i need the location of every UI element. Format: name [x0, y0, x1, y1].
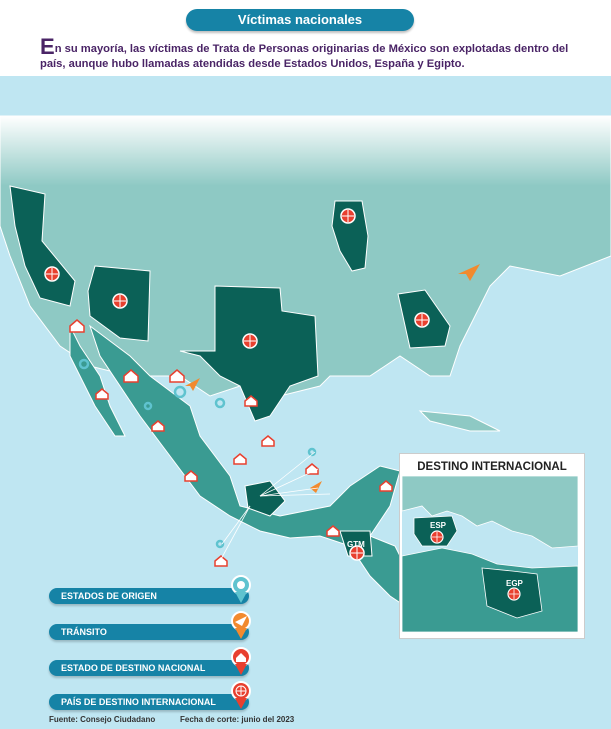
house-icon — [305, 463, 319, 475]
intro-dropcap: E — [40, 34, 55, 59]
intro-text: n su mayoría, las víctimas de Trata de P… — [40, 43, 569, 70]
texas-state — [179, 285, 319, 422]
destination-globe-texas — [242, 333, 258, 349]
legend-label: ESTADO DE DESTINO NACIONAL — [49, 660, 249, 676]
house-icon — [95, 388, 109, 400]
house-icon — [326, 525, 340, 537]
spain-globe-icon — [430, 530, 444, 544]
destination-globe-georgia — [414, 312, 430, 328]
transit-plane-icon — [231, 611, 251, 639]
inset-title: DESTINO INTERNACIONAL — [417, 461, 567, 473]
destination-globe-california — [44, 266, 60, 282]
transit-plane-icon-veracruz — [310, 481, 322, 493]
house-icon — [151, 420, 165, 432]
egp-label: EGP — [506, 579, 524, 588]
baja-california — [69, 325, 126, 437]
legend-label: TRÁNSITO — [49, 624, 249, 640]
international-globe-icon — [231, 681, 251, 709]
house-icon — [244, 395, 258, 407]
house-icon — [169, 369, 185, 383]
destination-globe-illinois — [340, 208, 356, 224]
house-icon — [379, 480, 393, 492]
house-icon — [233, 453, 247, 465]
international-destination-inset: DESTINO INTERNACIONAL ESP EGP — [400, 454, 584, 638]
europe-africa-map: ESP EGP — [402, 476, 578, 632]
legend-label: ESTADOS DE ORIGEN — [49, 588, 249, 604]
national-destination-houses — [69, 319, 393, 567]
transit-plane-icon-north-carolina — [458, 264, 480, 281]
section-title: Víctimas nacionales — [186, 9, 414, 31]
house-icon — [184, 470, 198, 482]
connector-lines — [219, 451, 331, 562]
gtm-label: GTM — [347, 540, 365, 549]
destination-globe-guatemala — [349, 545, 365, 561]
destination-globe-arizona — [112, 293, 128, 309]
intro-paragraph: En su mayoría, las víctimas de Trata de … — [40, 36, 580, 71]
esp-label: ESP — [430, 521, 447, 530]
mexico-central-region — [244, 480, 286, 517]
house-icon — [123, 369, 139, 383]
footer-source: Fuente: Consejo Ciudadano — [49, 715, 156, 724]
legend-item-transit: TRÁNSITO — [49, 611, 259, 640]
legend-label: PAÍS DE DESTINO INTERNACIONAL — [49, 694, 249, 710]
europe-landmass — [402, 476, 578, 549]
house-icon — [214, 555, 228, 567]
map-top-fade — [0, 116, 611, 186]
house-icon — [69, 319, 85, 333]
footer-cutoff: Fecha de corte: junio del 2023 — [180, 715, 295, 724]
origin-pin-icon — [231, 575, 251, 603]
north-america-map: GTM — [0, 76, 611, 729]
mexico-landmass — [89, 324, 401, 547]
cuba-island — [418, 410, 501, 432]
legend-item-origin: ESTADOS DE ORIGEN — [49, 575, 259, 604]
legend-item-international: PAÍS DE DESTINO INTERNACIONAL — [49, 681, 259, 710]
house-icon — [261, 435, 275, 447]
legend-item-national: ESTADO DE DESTINO NACIONAL — [49, 647, 259, 676]
transit-plane-icon-sonora — [185, 378, 200, 391]
national-house-icon — [231, 647, 251, 675]
libya-globe-icon — [507, 587, 521, 601]
